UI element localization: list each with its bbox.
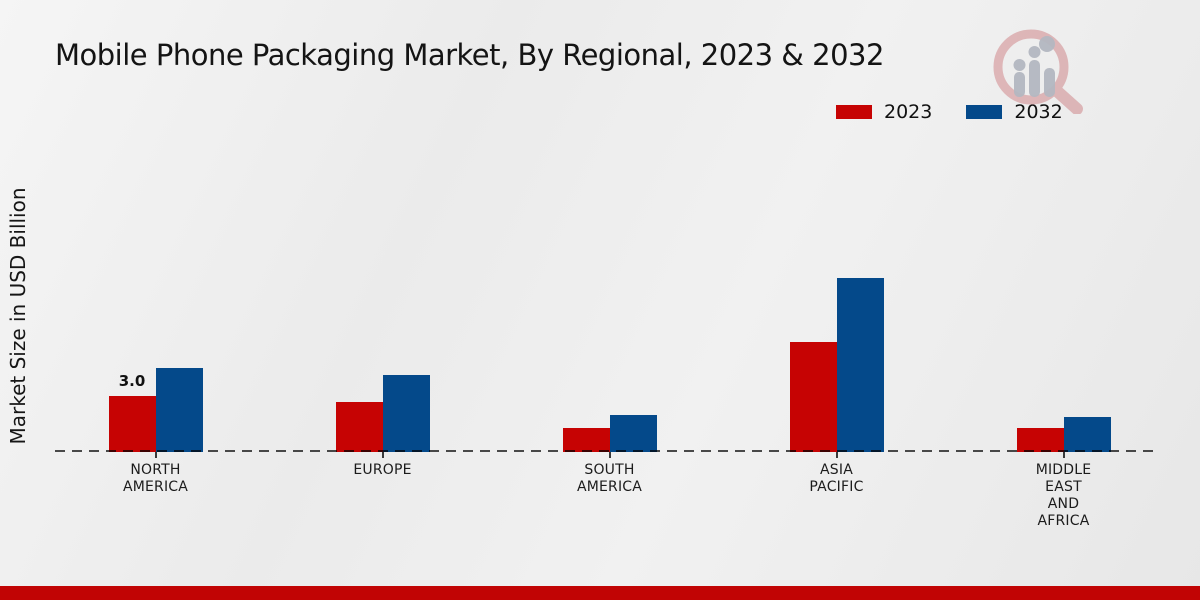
x-axis-tick xyxy=(608,452,611,458)
bar-2023-middle-east-and-africa xyxy=(1016,428,1064,452)
bar-2023-north-america xyxy=(108,396,156,452)
bar-data-label: 3.0 xyxy=(118,372,146,390)
chart-title: Mobile Phone Packaging Market, By Region… xyxy=(55,38,884,72)
x-axis-tick xyxy=(381,452,384,458)
legend-item-2023: 2023 xyxy=(836,101,932,123)
x-axis-category-label: EUROPE xyxy=(353,462,412,478)
x-axis-category-label: SOUTH AMERICA xyxy=(576,462,643,495)
footer-accent-bar xyxy=(0,586,1200,600)
legend-swatch-2032-icon xyxy=(966,105,1003,119)
zero-baseline-dashed xyxy=(55,450,1160,452)
x-axis-category-label: ASIA PACIFIC xyxy=(809,462,864,495)
bar-2023-europe xyxy=(335,402,383,452)
legend-label-2023: 2023 xyxy=(884,101,933,123)
bar-2023-south-america xyxy=(562,428,610,452)
bar-2032-middle-east-and-africa xyxy=(1063,417,1111,452)
x-axis-tick xyxy=(835,452,838,458)
legend: 2023 2032 xyxy=(836,101,1063,123)
x-axis-category-label: MIDDLE EAST AND AFRICA xyxy=(1035,462,1092,529)
magnifier-bar-chart-logo-icon xyxy=(993,29,1083,114)
legend-item-2032: 2032 xyxy=(966,101,1063,123)
x-axis-category-label: NORTH AMERICA xyxy=(122,462,189,495)
bar-2032-north-america xyxy=(155,368,203,452)
bar-2023-asia-pacific xyxy=(789,342,837,452)
bar-2032-south-america xyxy=(609,415,657,452)
x-axis-tick xyxy=(154,452,157,458)
legend-label-2032: 2032 xyxy=(1014,101,1063,123)
legend-swatch-2023-icon xyxy=(836,105,872,119)
bar-2032-asia-pacific xyxy=(836,278,884,452)
x-axis-tick xyxy=(1062,452,1065,458)
bar-2032-europe xyxy=(382,375,430,452)
